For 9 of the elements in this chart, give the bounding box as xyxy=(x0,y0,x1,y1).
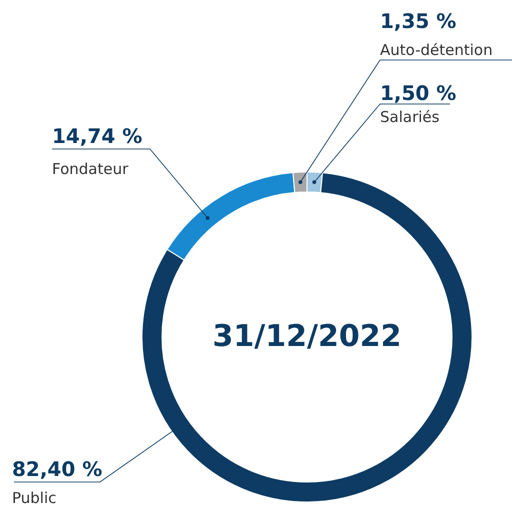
slice-label: Fondateur xyxy=(52,160,130,178)
slice-label: Public xyxy=(12,489,56,507)
data-label: 1,50 % xyxy=(380,81,456,105)
data-label: 1,35 % xyxy=(380,9,456,33)
text: 31/12/2022 xyxy=(212,319,402,354)
slice-label: Salariés xyxy=(380,108,440,126)
data-label: 82,40 % xyxy=(12,457,102,481)
data-label: 14,74 % xyxy=(52,124,142,148)
slice-label: Auto-détention xyxy=(380,41,493,59)
